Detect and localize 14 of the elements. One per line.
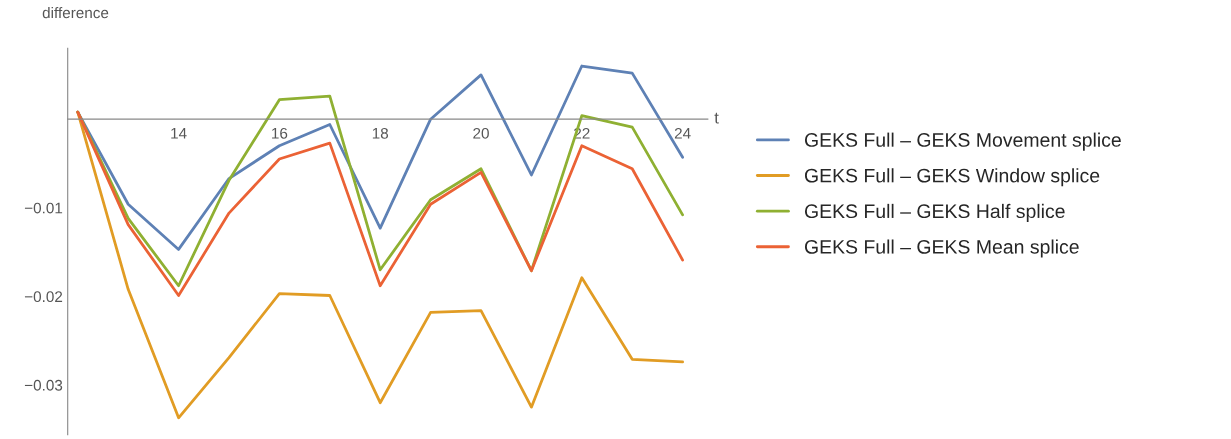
x-axis-title: t <box>714 112 719 124</box>
y-tick-label: −0.02 <box>24 291 63 303</box>
legend-label: GEKS Full – GEKS Movement splice <box>804 132 1121 151</box>
y-tick-label: −0.01 <box>24 202 63 214</box>
x-tick-label: 16 <box>272 127 288 139</box>
legend-label: GEKS Full – GEKS Half splice <box>804 203 1065 222</box>
x-tick-label: 20 <box>473 127 489 139</box>
x-tick-label: 24 <box>674 127 691 139</box>
legend-label: GEKS Full – GEKS Mean splice <box>804 239 1079 258</box>
y-tick-label: −0.03 <box>24 379 63 391</box>
x-tick-label: 14 <box>171 128 187 139</box>
y-axis-title: difference <box>42 7 109 19</box>
legend-label: GEKS Full – GEKS Window splice <box>804 168 1100 187</box>
x-tick-label: 18 <box>372 127 389 139</box>
